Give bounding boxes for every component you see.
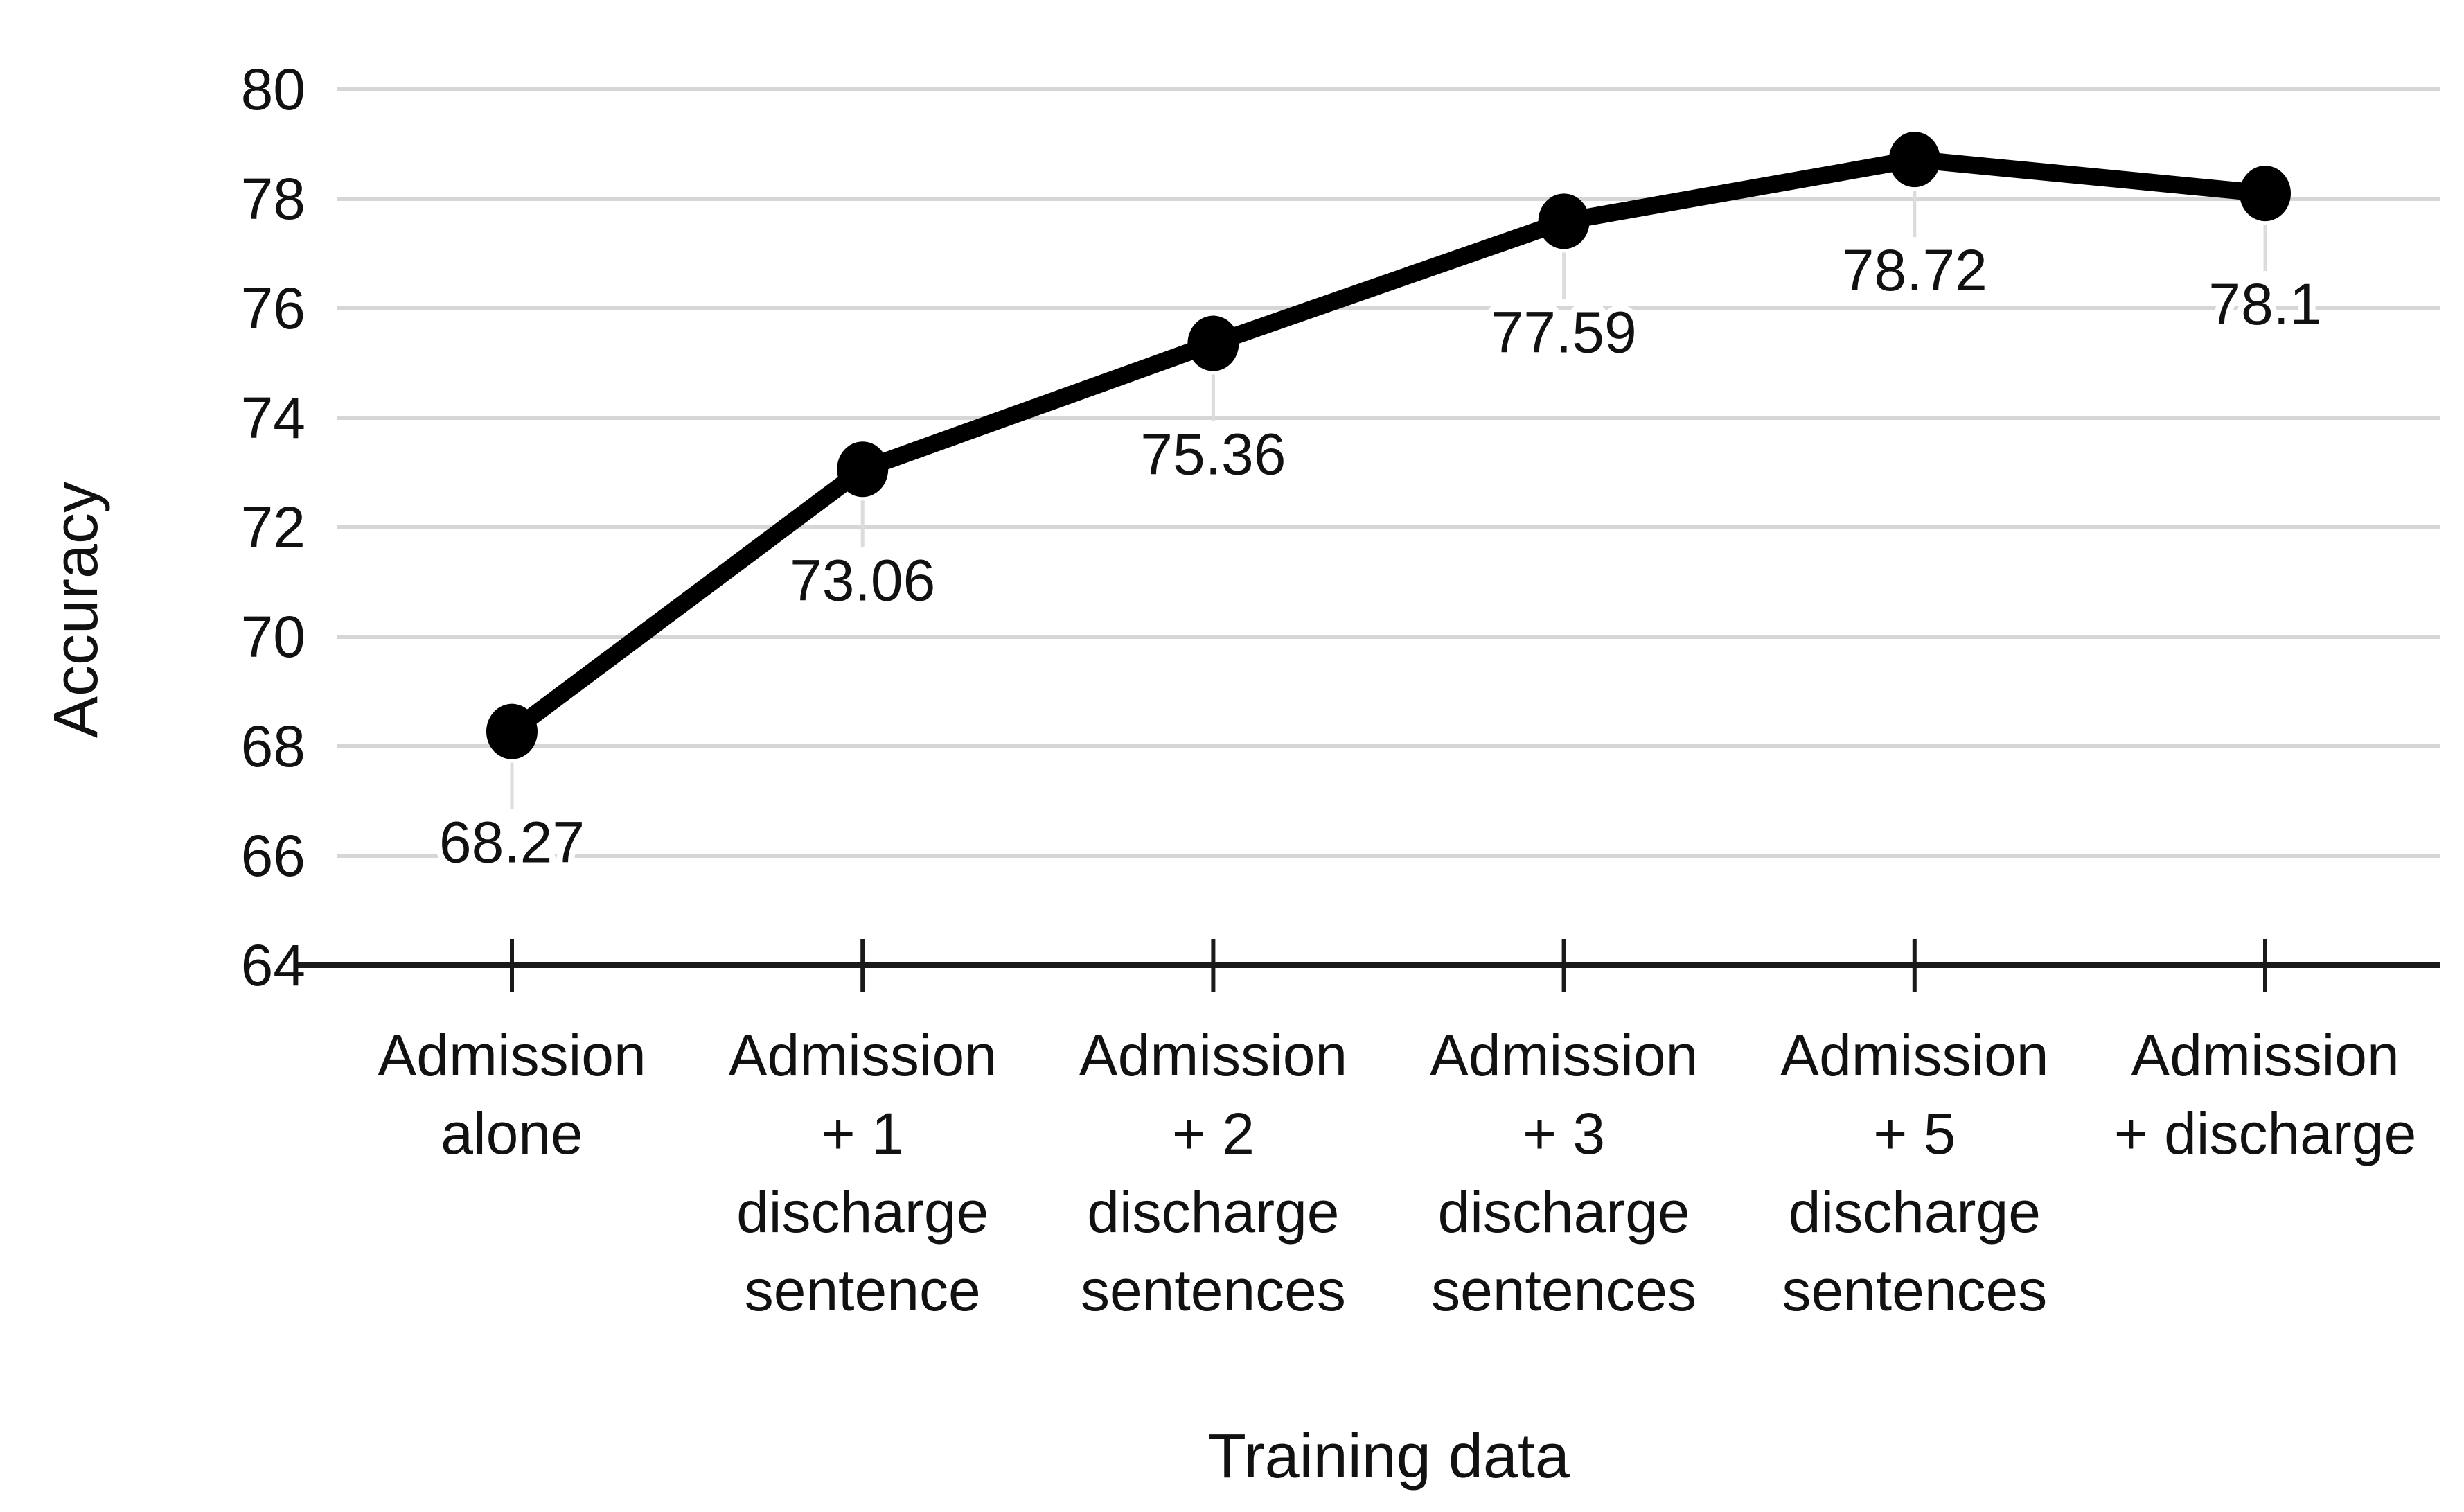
x-category-label: Admission + 1 discharge sentence — [728, 1023, 996, 1323]
x-category-label: Admission + 5 discharge sentences — [1780, 1023, 2048, 1323]
data-label: 77.59 — [1491, 299, 1636, 364]
x-category-labels-layer: Admission alone Admission + 1 discharge sente… — [378, 1023, 2416, 1323]
x-category-label: Admission + 2 discharge sentences — [1079, 1023, 1347, 1323]
data-point-marker — [1538, 193, 1590, 249]
x-category-label-line: + discharge — [2114, 1101, 2417, 1166]
data-point-markers-layer — [486, 132, 2291, 759]
y-tick-label: 64 — [241, 933, 305, 998]
x-category-label-line: discharge — [1437, 1179, 1690, 1245]
y-tick-label: 76 — [241, 276, 305, 341]
x-category-label-line: sentence — [745, 1258, 981, 1323]
x-category-label-line: discharge — [1789, 1179, 2041, 1245]
y-tick-label: 72 — [241, 495, 305, 560]
x-category-label-line: Admission — [378, 1023, 646, 1088]
data-label: 73.06 — [790, 547, 935, 613]
x-category-label: Admission alone — [378, 1023, 646, 1166]
x-category-label-line: Admission — [1430, 1023, 1698, 1088]
x-category-label-line: Admission — [1780, 1023, 2048, 1088]
data-label: 78.72 — [1842, 238, 1987, 303]
x-category-label-line: sentences — [1431, 1258, 1696, 1323]
x-category-label-line: + 2 — [1172, 1101, 1255, 1166]
x-category-label-line: discharge — [736, 1179, 989, 1245]
x-category-label-line: Admission — [1079, 1023, 1347, 1088]
accuracy-series-line — [503, 150, 2274, 741]
data-label: 78.1 — [2208, 272, 2322, 337]
y-tick-label: 68 — [241, 714, 305, 779]
x-category-label-line: Admission — [2131, 1023, 2399, 1088]
x-category-label-line: + 1 — [822, 1101, 904, 1166]
x-category-label: Admission + 3 discharge sentences — [1430, 1023, 1698, 1323]
label-leader-lines-layer — [510, 191, 2267, 809]
gridlines-layer — [337, 87, 2440, 858]
x-category-label-line: sentences — [1081, 1258, 1346, 1323]
data-point-marker — [2240, 166, 2291, 222]
data-point-marker — [1888, 132, 1940, 188]
data-label: 75.36 — [1140, 422, 1286, 487]
series-line-layer — [503, 150, 2274, 741]
x-category-label-line: discharge — [1087, 1179, 1339, 1245]
y-tick-label: 78 — [241, 166, 305, 231]
data-labels-layer: 68.27 73.06 75.36 77.59 78.72 78.1 — [433, 231, 2328, 881]
x-category-label: Admission + discharge — [2114, 1023, 2417, 1166]
data-point-marker — [1187, 315, 1239, 371]
y-tick-labels-layer: 64 66 68 70 72 74 76 78 80 — [241, 57, 305, 998]
y-axis-title: Accuracy — [42, 482, 111, 738]
y-tick-label: 80 — [241, 57, 305, 122]
x-axis-layer — [298, 939, 2440, 992]
x-category-label-line: + 5 — [1873, 1101, 1956, 1166]
data-point-marker — [486, 703, 538, 759]
data-point-marker — [837, 441, 889, 498]
data-label: 68.27 — [439, 810, 585, 875]
x-category-label-line: Admission — [728, 1023, 996, 1088]
x-category-label-line: sentences — [1782, 1258, 2047, 1323]
x-category-label-line: + 3 — [1523, 1101, 1605, 1166]
y-tick-label: 66 — [241, 823, 305, 888]
y-tick-label: 74 — [241, 385, 305, 450]
x-axis-title: Training data — [1208, 1422, 1570, 1491]
y-tick-label: 70 — [241, 604, 305, 669]
x-category-label-line: alone — [441, 1101, 583, 1166]
